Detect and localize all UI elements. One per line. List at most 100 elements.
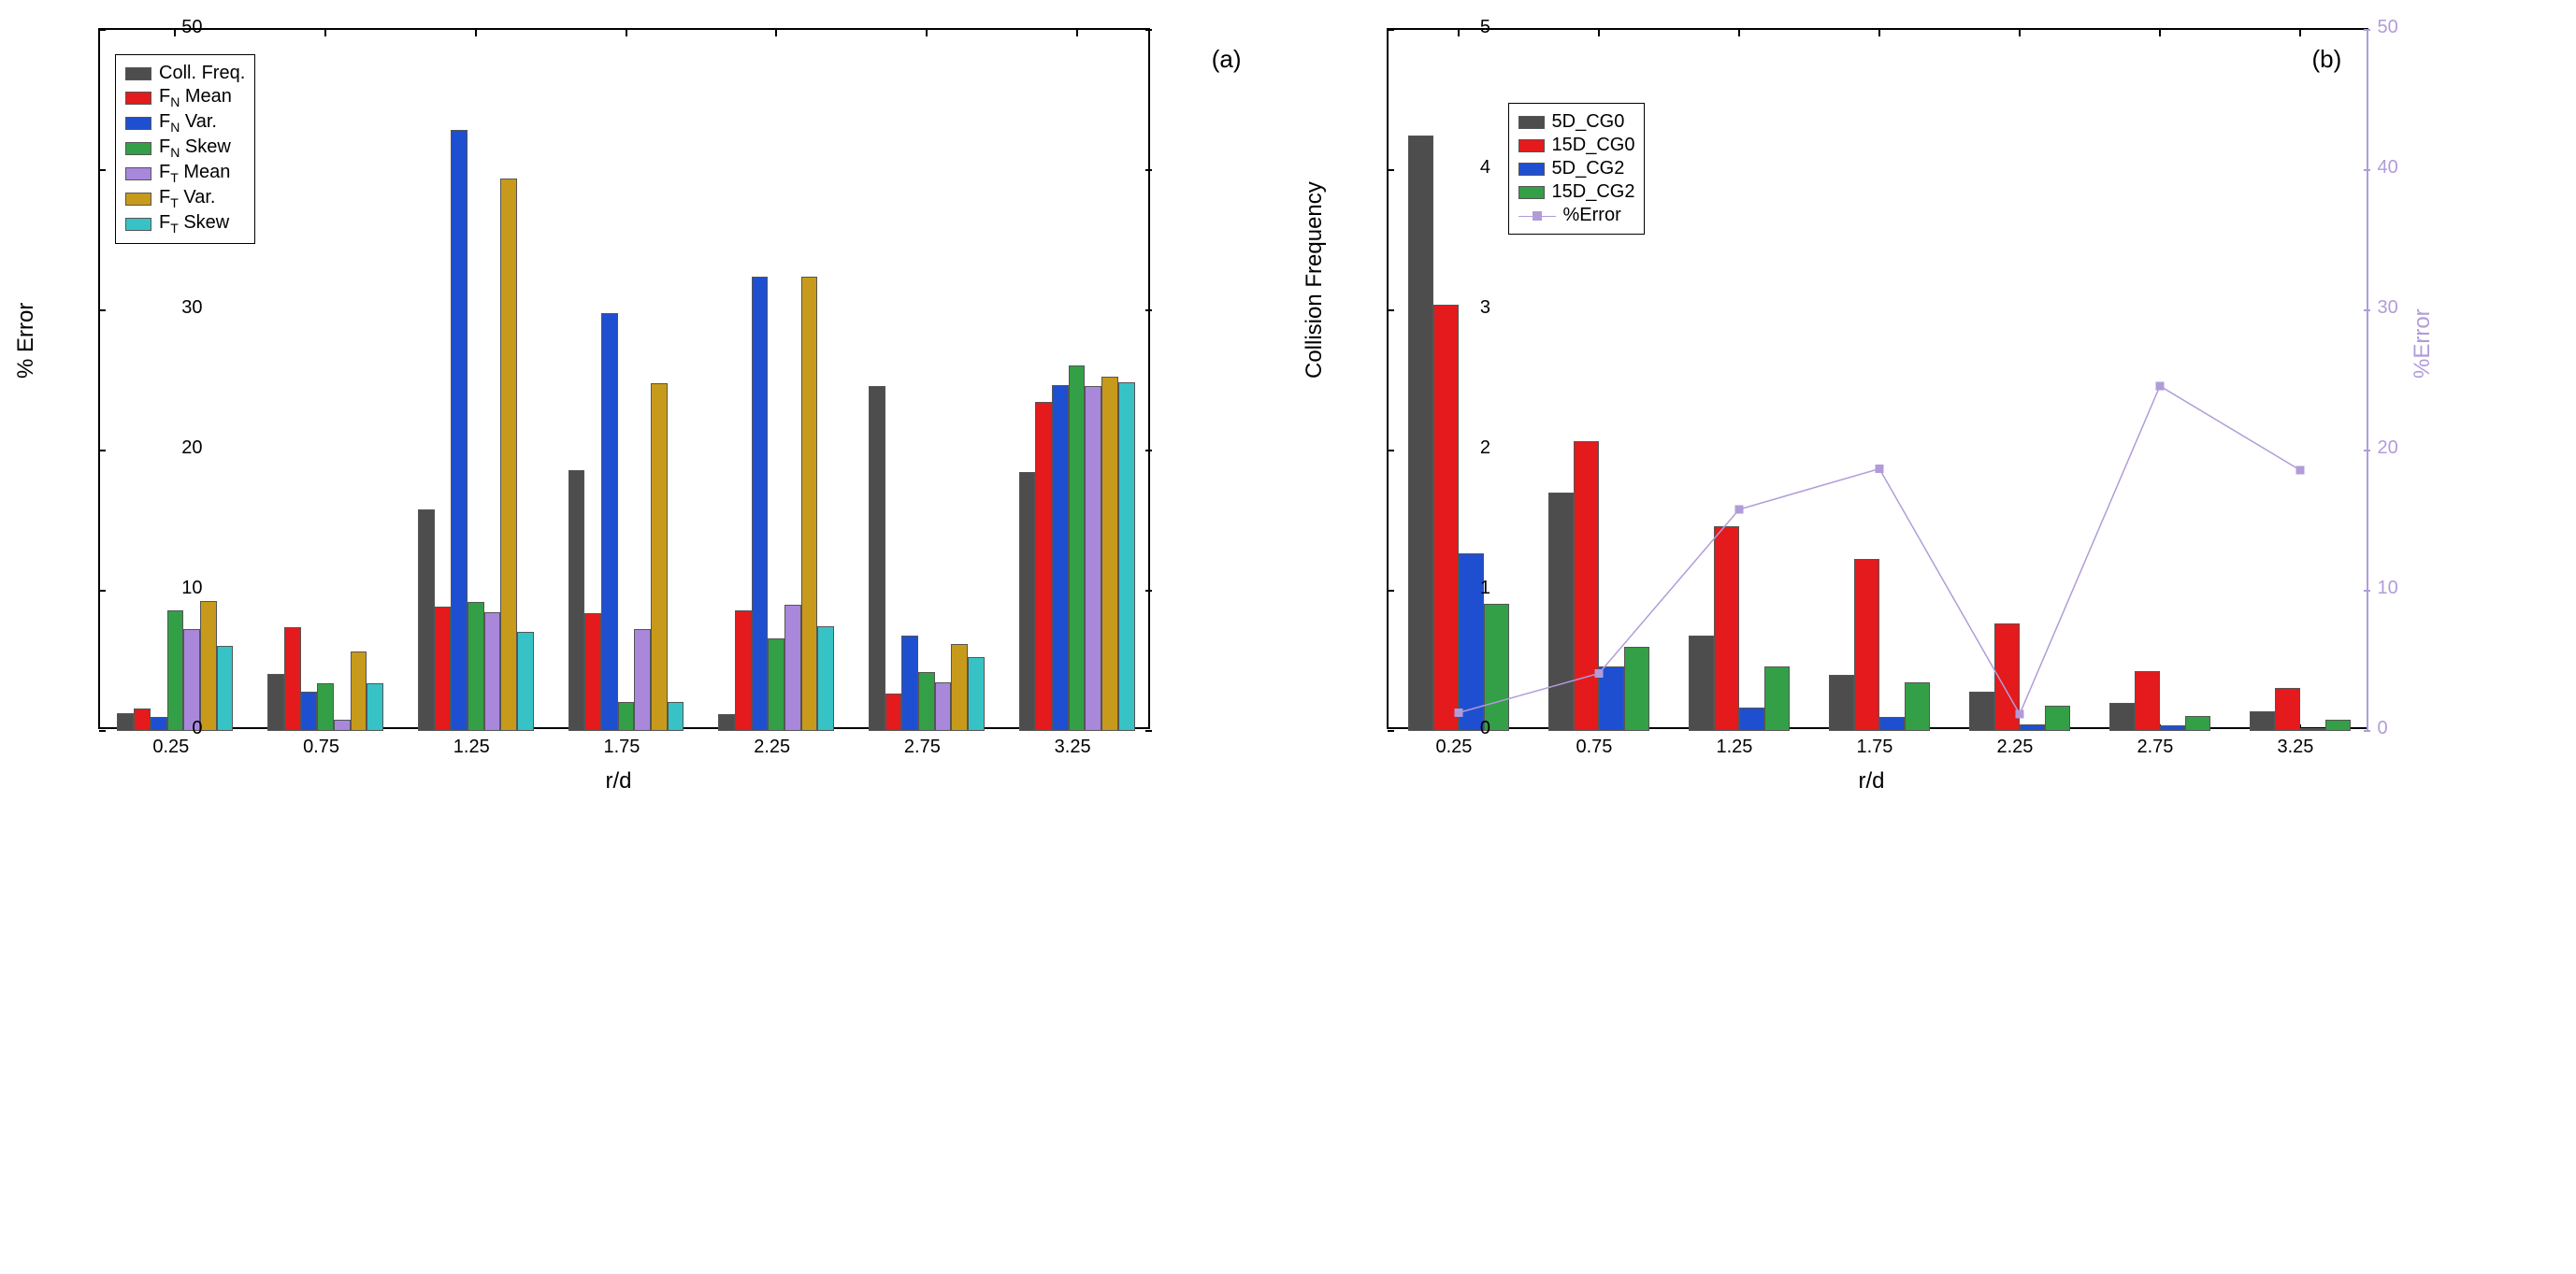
- bar: [1052, 385, 1069, 732]
- legend-item: FT Skew: [125, 212, 245, 236]
- legend-item: FT Var.: [125, 187, 245, 210]
- bar: [601, 313, 618, 731]
- y-axis-label: % Error: [13, 303, 39, 379]
- bar: [284, 627, 301, 731]
- bar: [801, 277, 818, 731]
- chart-b: 012345010203040500.250.751.251.752.252.7…: [1307, 19, 2558, 813]
- bar: [317, 683, 334, 731]
- bar: [968, 657, 985, 732]
- bar: [1019, 472, 1036, 732]
- bar: [752, 277, 769, 731]
- bar: [885, 694, 902, 732]
- y-tick-label-left: 1: [1480, 578, 1490, 599]
- bar: [484, 612, 501, 732]
- x-tick-label: 3.25: [2278, 737, 2314, 758]
- bar: [267, 674, 284, 732]
- legend-item: FN Mean: [125, 86, 245, 109]
- legend-label: 15D_CG2: [1552, 181, 1635, 203]
- bar: [1714, 526, 1739, 731]
- bar: [2109, 703, 2135, 731]
- bar: [2160, 725, 2185, 731]
- bar: [668, 702, 684, 732]
- x-tick-label: 1.25: [453, 737, 490, 758]
- bar: [1905, 682, 1930, 732]
- bar: [134, 709, 151, 731]
- bar: [784, 605, 801, 731]
- x-tick-label: 0.25: [152, 737, 189, 758]
- y-tick-label-left: 5: [1480, 17, 1490, 38]
- legend: 5D_CG015D_CG05D_CG215D_CG2%Error: [1508, 103, 1646, 235]
- y-tick-label-right: 20: [2378, 437, 2398, 459]
- legend: Coll. Freq.FN MeanFN Var.FN SkewFT MeanF…: [115, 54, 255, 244]
- bar: [2300, 728, 2325, 731]
- legend-label: 15D_CG0: [1552, 135, 1635, 156]
- legend-swatch: [125, 142, 151, 155]
- legend-swatch: [1518, 163, 1545, 176]
- legend-swatch: [125, 92, 151, 105]
- y-tick-label-right: 40: [2378, 157, 2398, 179]
- bar: [367, 683, 383, 731]
- legend-item: 15D_CG0: [1518, 135, 1635, 156]
- x-tick-label: 3.25: [1055, 737, 1091, 758]
- legend-label: FT Var.: [159, 187, 215, 210]
- bar: [1069, 365, 1086, 732]
- bar: [901, 636, 918, 731]
- legend-item: FN Var.: [125, 111, 245, 135]
- legend-swatch: [125, 218, 151, 231]
- bar: [1764, 666, 1790, 731]
- bar: [1408, 136, 1433, 732]
- bar: [1879, 717, 1905, 731]
- bar: [869, 386, 885, 731]
- bar: [918, 672, 935, 731]
- legend-label: FN Skew: [159, 136, 231, 160]
- bar: [1118, 382, 1135, 732]
- bar: [2325, 720, 2351, 731]
- bar: [2275, 688, 2300, 732]
- legend-label: FT Mean: [159, 162, 230, 185]
- bar: [217, 646, 234, 732]
- y-axis-label-right: %Error: [2410, 308, 2436, 379]
- bar: [1599, 666, 1624, 731]
- x-tick-label: 2.75: [2137, 737, 2174, 758]
- bar: [151, 717, 167, 731]
- bar: [435, 607, 452, 732]
- bar: [200, 601, 217, 732]
- bar: [1101, 377, 1118, 732]
- bar: [2020, 724, 2045, 732]
- y-tick-label-left: 2: [1480, 437, 1490, 459]
- bar: [301, 692, 318, 731]
- bar: [2250, 711, 2275, 731]
- bar: [718, 714, 735, 731]
- y-tick-label-right: 50: [2378, 17, 2398, 38]
- y-tick-label-left: 0: [1480, 718, 1490, 739]
- y-tick-label-right: 10: [2378, 578, 2398, 599]
- legend-item: FN Skew: [125, 136, 245, 160]
- bar: [500, 179, 517, 731]
- legend-item: 15D_CG2: [1518, 181, 1635, 203]
- x-tick-label: 2.25: [1997, 737, 2034, 758]
- bar: [1085, 386, 1101, 731]
- bar: [584, 613, 601, 731]
- bar: [1433, 305, 1459, 731]
- y-tick-label-right: 30: [2378, 297, 2398, 319]
- bar: [1689, 636, 1714, 731]
- bar: [451, 130, 468, 732]
- bar: [2135, 671, 2160, 732]
- bar: [2045, 706, 2070, 731]
- y-tick-label: 50: [181, 17, 202, 38]
- bar: [935, 682, 952, 732]
- bar: [468, 602, 484, 731]
- bar: [651, 383, 668, 731]
- bar: [418, 509, 435, 731]
- legend-swatch: [1518, 186, 1545, 199]
- legend-swatch: [125, 167, 151, 180]
- legend-label: 5D_CG0: [1552, 111, 1625, 133]
- legend-label: Coll. Freq.: [159, 63, 245, 84]
- bar: [1574, 441, 1599, 732]
- legend-line-swatch: [1518, 209, 1556, 222]
- legend-item: FT Mean: [125, 162, 245, 185]
- bar: [1484, 604, 1509, 732]
- bar: [1548, 493, 1574, 731]
- x-tick-label: 1.75: [604, 737, 640, 758]
- x-tick-label: 1.75: [1857, 737, 1893, 758]
